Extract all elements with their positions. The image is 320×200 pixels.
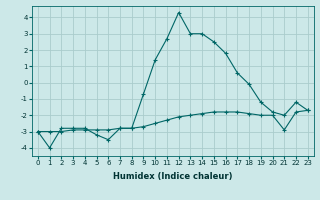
X-axis label: Humidex (Indice chaleur): Humidex (Indice chaleur) (113, 172, 233, 181)
